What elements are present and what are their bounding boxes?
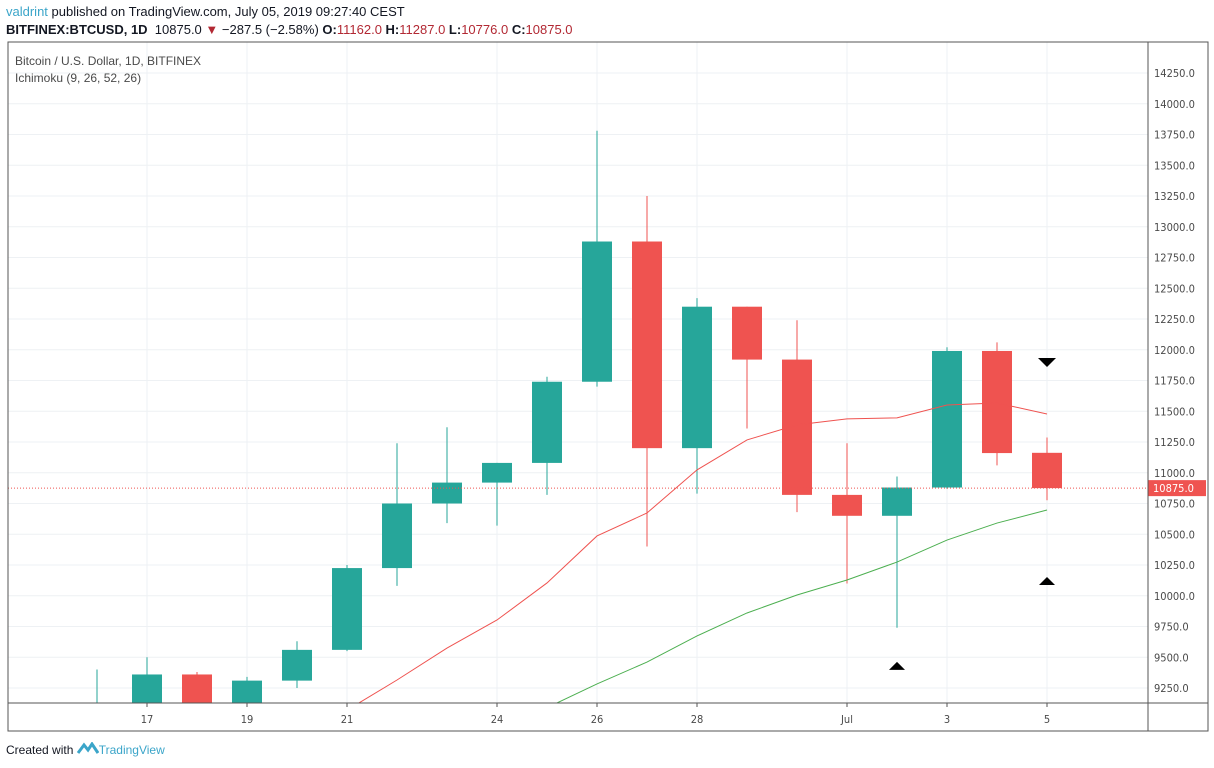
candle-down [1032, 452, 1062, 489]
candle-down [732, 306, 762, 360]
close-value: 10875.0 [525, 22, 573, 37]
x-tick-label: 3 [944, 713, 950, 726]
x-tick-label: 17 [141, 713, 154, 726]
candle-down [982, 350, 1012, 454]
candle-up [882, 487, 912, 516]
candle-up [682, 306, 712, 449]
x-tick-label: 5 [1044, 713, 1050, 726]
y-tick-label: 13000.0 [1154, 221, 1195, 234]
x-tick-label: 26 [591, 713, 604, 726]
chart-border [7, 41, 1209, 732]
x-tick-label: 19 [241, 713, 254, 726]
tradingview-brand[interactable]: TradingView [98, 743, 165, 757]
price-chart[interactable]: 9250.0 9500.0 9750.0 10000.0 10250.0 10500.0 1… [0, 0, 1214, 740]
arrow-up-icon [889, 661, 905, 670]
y-tick-label: 9250.0 [1154, 682, 1189, 695]
x-tick-label: 21 [341, 713, 354, 726]
y-tick-label: 10500.0 [1154, 528, 1195, 541]
y-tick-label: 10250.0 [1154, 559, 1195, 572]
low-value: 10776.0 [461, 22, 509, 37]
y-tick-label: 12000.0 [1154, 344, 1195, 357]
symbol: BITFINEX:BTCUSD, 1D [6, 22, 148, 37]
last-price-badge [1148, 480, 1206, 497]
candle-up [232, 680, 262, 703]
y-tick-label: 9500.0 [1154, 651, 1189, 664]
tenkan-line [357, 402, 1048, 703]
y-tick-label: 13750.0 [1154, 129, 1195, 142]
close-label: C: [511, 22, 526, 37]
y-tick-label: 11000.0 [1154, 467, 1195, 480]
candle-up [532, 381, 562, 463]
chart-legend: Bitcoin / U.S. Dollar, 1D, BITFINEX Ichi… [15, 53, 201, 87]
arrow-up-icon [1039, 576, 1055, 585]
x-tick-label: 24 [491, 713, 504, 726]
y-tick-label: 14250.0 [1154, 67, 1195, 80]
legend-indicator[interactable]: Ichimoku (9, 26, 52, 26) [15, 71, 142, 85]
arrow-down-icon [1038, 358, 1056, 368]
y-tick-label: 10750.0 [1154, 498, 1195, 511]
last-price: 10875.0 [154, 22, 202, 37]
y-tick-label: 11500.0 [1154, 405, 1195, 418]
tradingview-logo-icon [76, 741, 99, 754]
candle-up [132, 674, 162, 703]
y-tick-label: 11750.0 [1154, 375, 1195, 388]
candle-down [632, 241, 662, 449]
open-value: 11162.0 [336, 22, 382, 37]
candle-up [332, 568, 362, 650]
symbol-info: BITFINEX:BTCUSD, 1D 10875.0 ▼ −287.5 (−2… [6, 22, 573, 37]
candle-up [282, 649, 312, 681]
high-label: H: [385, 22, 400, 37]
created-with: Created with [6, 743, 74, 757]
x-tick-label: Jul [840, 713, 853, 726]
candle-down [782, 359, 812, 495]
change: −287.5 (−2.58%) [221, 22, 319, 37]
candle-down [832, 494, 862, 516]
plot-area [82, 130, 1062, 720]
last-price-label: 10875.0 [1153, 482, 1194, 495]
kijun-line [555, 509, 1048, 703]
candle-up [382, 503, 412, 569]
x-tick-label: 28 [691, 713, 704, 726]
y-tick-label: 12250.0 [1154, 313, 1195, 326]
open-label: O: [322, 22, 337, 37]
high-value: 11287.0 [399, 22, 446, 37]
author-link[interactable]: valdrint [6, 4, 48, 19]
candle-up [582, 241, 612, 382]
candle-up [482, 462, 512, 483]
legend-title: Bitcoin / U.S. Dollar, 1D, BITFINEX [15, 54, 202, 68]
y-tick-label: 14000.0 [1154, 98, 1195, 111]
low-label: L: [448, 22, 462, 37]
candle-down [182, 674, 212, 703]
y-tick-label: 12750.0 [1154, 252, 1195, 265]
y-tick-label: 12500.0 [1154, 282, 1195, 295]
y-tick-label: 11250.0 [1154, 436, 1195, 449]
candle-up [432, 482, 462, 504]
y-tick-label: 9750.0 [1154, 621, 1189, 634]
y-tick-label: 13500.0 [1154, 159, 1195, 172]
publish-info: valdrint published on TradingView.com, J… [6, 4, 405, 19]
y-tick-label: 10000.0 [1154, 590, 1195, 603]
footer: Created with TradingView [6, 741, 165, 757]
candle-up [82, 719, 112, 720]
candle-up [932, 350, 962, 488]
down-triangle-icon: ▼ [205, 22, 219, 37]
published-text: published on TradingView.com, July 05, 2… [47, 4, 405, 19]
y-tick-label: 13250.0 [1154, 190, 1195, 203]
